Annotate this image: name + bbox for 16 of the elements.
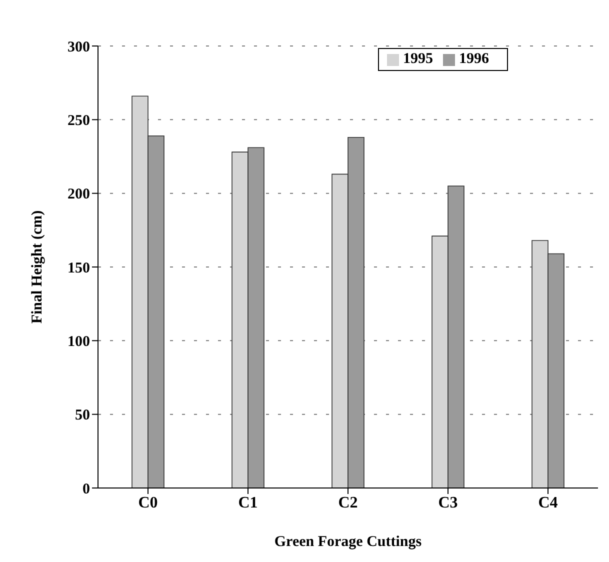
legend-label: 1995: [403, 51, 433, 67]
y-tick-label: 100: [68, 334, 90, 350]
x-tick-label: C3: [438, 494, 458, 512]
y-tick-label: 300: [68, 39, 90, 56]
y-tick-label: 200: [68, 186, 90, 203]
y-axis-title: Final Height (cm): [29, 210, 46, 324]
y-tick-label: 250: [68, 112, 90, 129]
legend-label: 1996: [459, 51, 489, 67]
x-axis-title: Green Forage Cuttings: [274, 534, 422, 550]
x-tick-label: C4: [538, 494, 558, 512]
x-tick-label: C1: [238, 494, 258, 512]
y-tick-label: 150: [68, 260, 90, 276]
x-tick-label: C0: [138, 494, 158, 512]
y-tick-label: 0: [82, 481, 90, 498]
y-tick-label: 50: [75, 408, 90, 424]
x-tick-label: C2: [338, 494, 358, 512]
